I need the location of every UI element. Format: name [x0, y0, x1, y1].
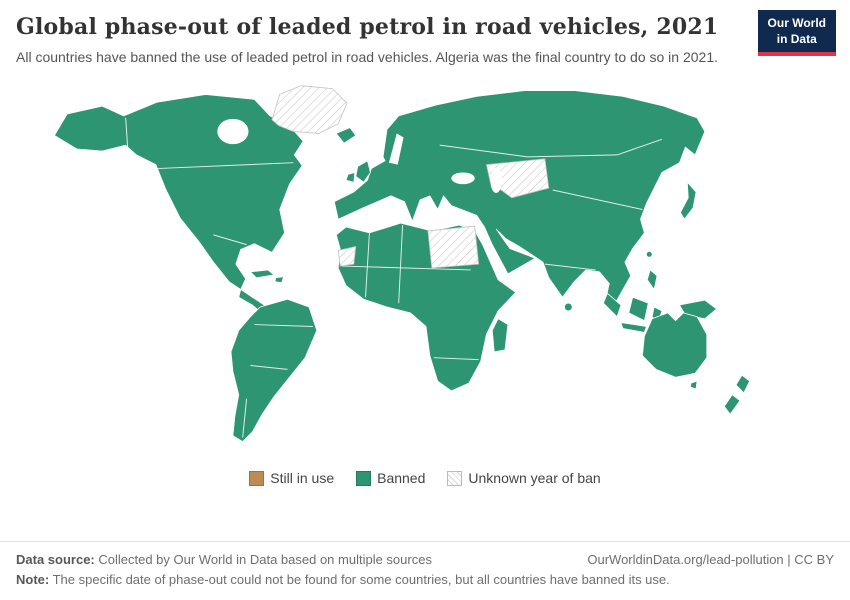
legend-label-still-in-use: Still in use: [270, 470, 335, 487]
landmass-north-america[interactable]: [53, 94, 304, 291]
landmass-south-america[interactable]: [230, 299, 318, 443]
note-text: Note: The specific date of phase-out cou…: [16, 570, 670, 590]
caspian-sea: [490, 167, 503, 194]
footer-row-datasource: Data source: Collected by Our World in D…: [16, 550, 834, 570]
owid-logo-line1: Our World: [767, 16, 826, 30]
island-new-zealand-north[interactable]: [735, 374, 751, 394]
country-borders: [125, 118, 663, 438]
island-sumatra[interactable]: [602, 292, 622, 318]
island-cuba[interactable]: [249, 269, 275, 279]
region-central-asia-hatched[interactable]: [485, 158, 550, 199]
page-title: Global phase-out of leaded petrol in roa…: [16, 14, 719, 40]
header: Global phase-out of leaded petrol in roa…: [0, 0, 850, 67]
black-sea: [451, 172, 475, 185]
legend-swatch-unknown-year: [447, 470, 463, 486]
region-western-sahara-hatched[interactable]: [337, 246, 357, 267]
landmass-australia[interactable]: [642, 312, 708, 378]
map-area: [0, 73, 850, 463]
island-new-zealand-south[interactable]: [723, 394, 741, 416]
legend-item-unknown-year[interactable]: Unknown year of ban: [447, 470, 601, 487]
region-north-africa-hatched[interactable]: [427, 225, 480, 269]
page-subtitle: All countries have banned the use of lea…: [16, 49, 719, 65]
datasource-value: Collected by Our World in Data based on …: [94, 551, 432, 567]
island-ireland[interactable]: [345, 172, 356, 183]
landmass-eurasia[interactable]: [333, 90, 706, 308]
owid-article-link[interactable]: OurWorldinData.org/lead-pollution | CC B…: [587, 551, 834, 567]
footer-row-note: Note: The specific date of phase-out cou…: [16, 570, 834, 590]
legend-item-banned[interactable]: Banned: [356, 470, 425, 486]
baltic-sea: [388, 133, 404, 165]
legend-label-unknown-year: Unknown year of ban: [468, 470, 601, 487]
note-label: Note:: [16, 571, 50, 587]
legend-swatch-banned: [356, 470, 372, 486]
landmass-africa[interactable]: [335, 223, 517, 392]
note-value: The specific date of phase-out could not…: [49, 571, 670, 587]
footer: Data source: Collected by Our World in D…: [0, 540, 850, 600]
island-tasmania[interactable]: [689, 380, 698, 390]
owid-logo[interactable]: Our World in Data: [757, 10, 836, 57]
region-greenland-hatched[interactable]: [271, 85, 348, 135]
islands-philippines[interactable]: [646, 269, 658, 291]
island-borneo[interactable]: [628, 297, 649, 322]
hudson-bay: [217, 119, 249, 145]
legend-label-banned: Banned: [377, 470, 426, 487]
island-hispaniola[interactable]: [274, 276, 285, 284]
island-iceland[interactable]: [335, 127, 357, 145]
owid-logo-line2: in Data: [776, 31, 817, 46]
legend-item-still-in-use[interactable]: Still in use: [249, 470, 334, 486]
map-legend: Still in use Banned Unknown year of ban: [0, 465, 850, 491]
island-java[interactable]: [620, 322, 647, 334]
island-japan[interactable]: [680, 181, 697, 221]
world-map[interactable]: [0, 73, 850, 463]
island-taiwan[interactable]: [645, 251, 653, 258]
island-madagascar[interactable]: [491, 318, 509, 353]
island-sri-lanka[interactable]: [564, 303, 573, 312]
datasource-text: Data source: Collected by Our World in D…: [16, 550, 432, 570]
legend-swatch-still-in-use: [249, 470, 265, 486]
datasource-label: Data source:: [16, 551, 95, 567]
island-great-britain[interactable]: [355, 160, 371, 184]
